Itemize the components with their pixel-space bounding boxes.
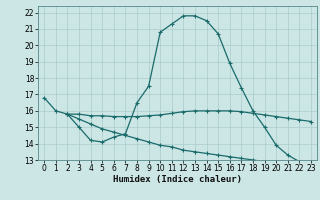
X-axis label: Humidex (Indice chaleur): Humidex (Indice chaleur) (113, 175, 242, 184)
